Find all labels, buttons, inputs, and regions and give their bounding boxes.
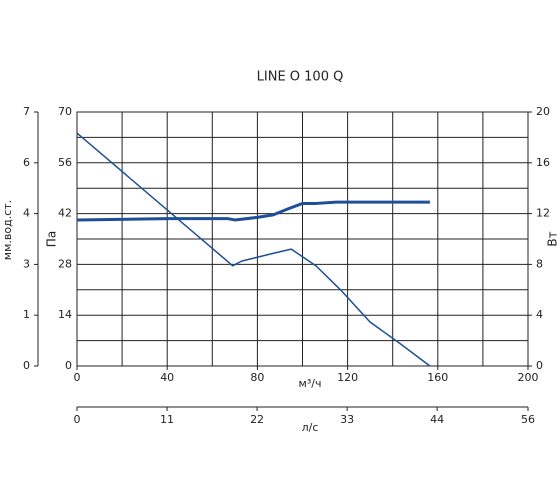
y-tick-label: 56: [58, 156, 72, 169]
data-line: [76, 200, 430, 222]
y3-axis-label: мм.вод.ст.: [1, 200, 14, 260]
y2-tick-label: 0: [536, 359, 543, 372]
y3-tick-label: 4: [23, 207, 30, 220]
y-tick-label: 28: [58, 257, 72, 270]
y2-tick-label: 12: [536, 207, 550, 220]
y2-axis-label: Вт: [546, 231, 560, 246]
x2-axis-label: л/с: [302, 421, 319, 434]
y3-tick-label: 7: [23, 105, 30, 118]
x2-tick-label: 0: [74, 413, 81, 426]
plot-frame: [76, 111, 529, 367]
y3-tick-label: 3: [23, 257, 30, 270]
y3-tick-label: 6: [23, 156, 30, 169]
y2-tick-label: 4: [536, 308, 543, 321]
chart-title: LINE O 100 Q: [257, 70, 344, 85]
x-tick-label: 40: [160, 371, 174, 384]
x2-tick-label: 22: [250, 413, 264, 426]
x-axis-label: м³/ч: [299, 377, 322, 390]
data-line: [76, 132, 431, 367]
y2-tick-label: 8: [536, 257, 543, 270]
y2-tick-label: 16: [536, 156, 550, 169]
x-tick-label: 120: [337, 371, 358, 384]
x-tick-label: 0: [74, 371, 81, 384]
y2-tick-label: 20: [536, 105, 550, 118]
y3-tick-label: 0: [23, 359, 30, 372]
y-tick-label: 42: [58, 207, 72, 220]
y-tick-label: 70: [58, 105, 72, 118]
y3-tick-label: 1: [23, 308, 30, 321]
x2-tick-label: 33: [340, 413, 354, 426]
x2-tick-label: 11: [160, 413, 174, 426]
x2-tick-label: 56: [521, 413, 535, 426]
y-axis-label: Па: [45, 231, 59, 247]
y-tick-label: 14: [58, 308, 72, 321]
x2-tick-label: 44: [430, 413, 444, 426]
x-tick-label: 200: [518, 371, 539, 384]
y-tick-label: 0: [65, 359, 72, 372]
x-tick-label: 160: [427, 371, 448, 384]
x-tick-label: 80: [250, 371, 264, 384]
